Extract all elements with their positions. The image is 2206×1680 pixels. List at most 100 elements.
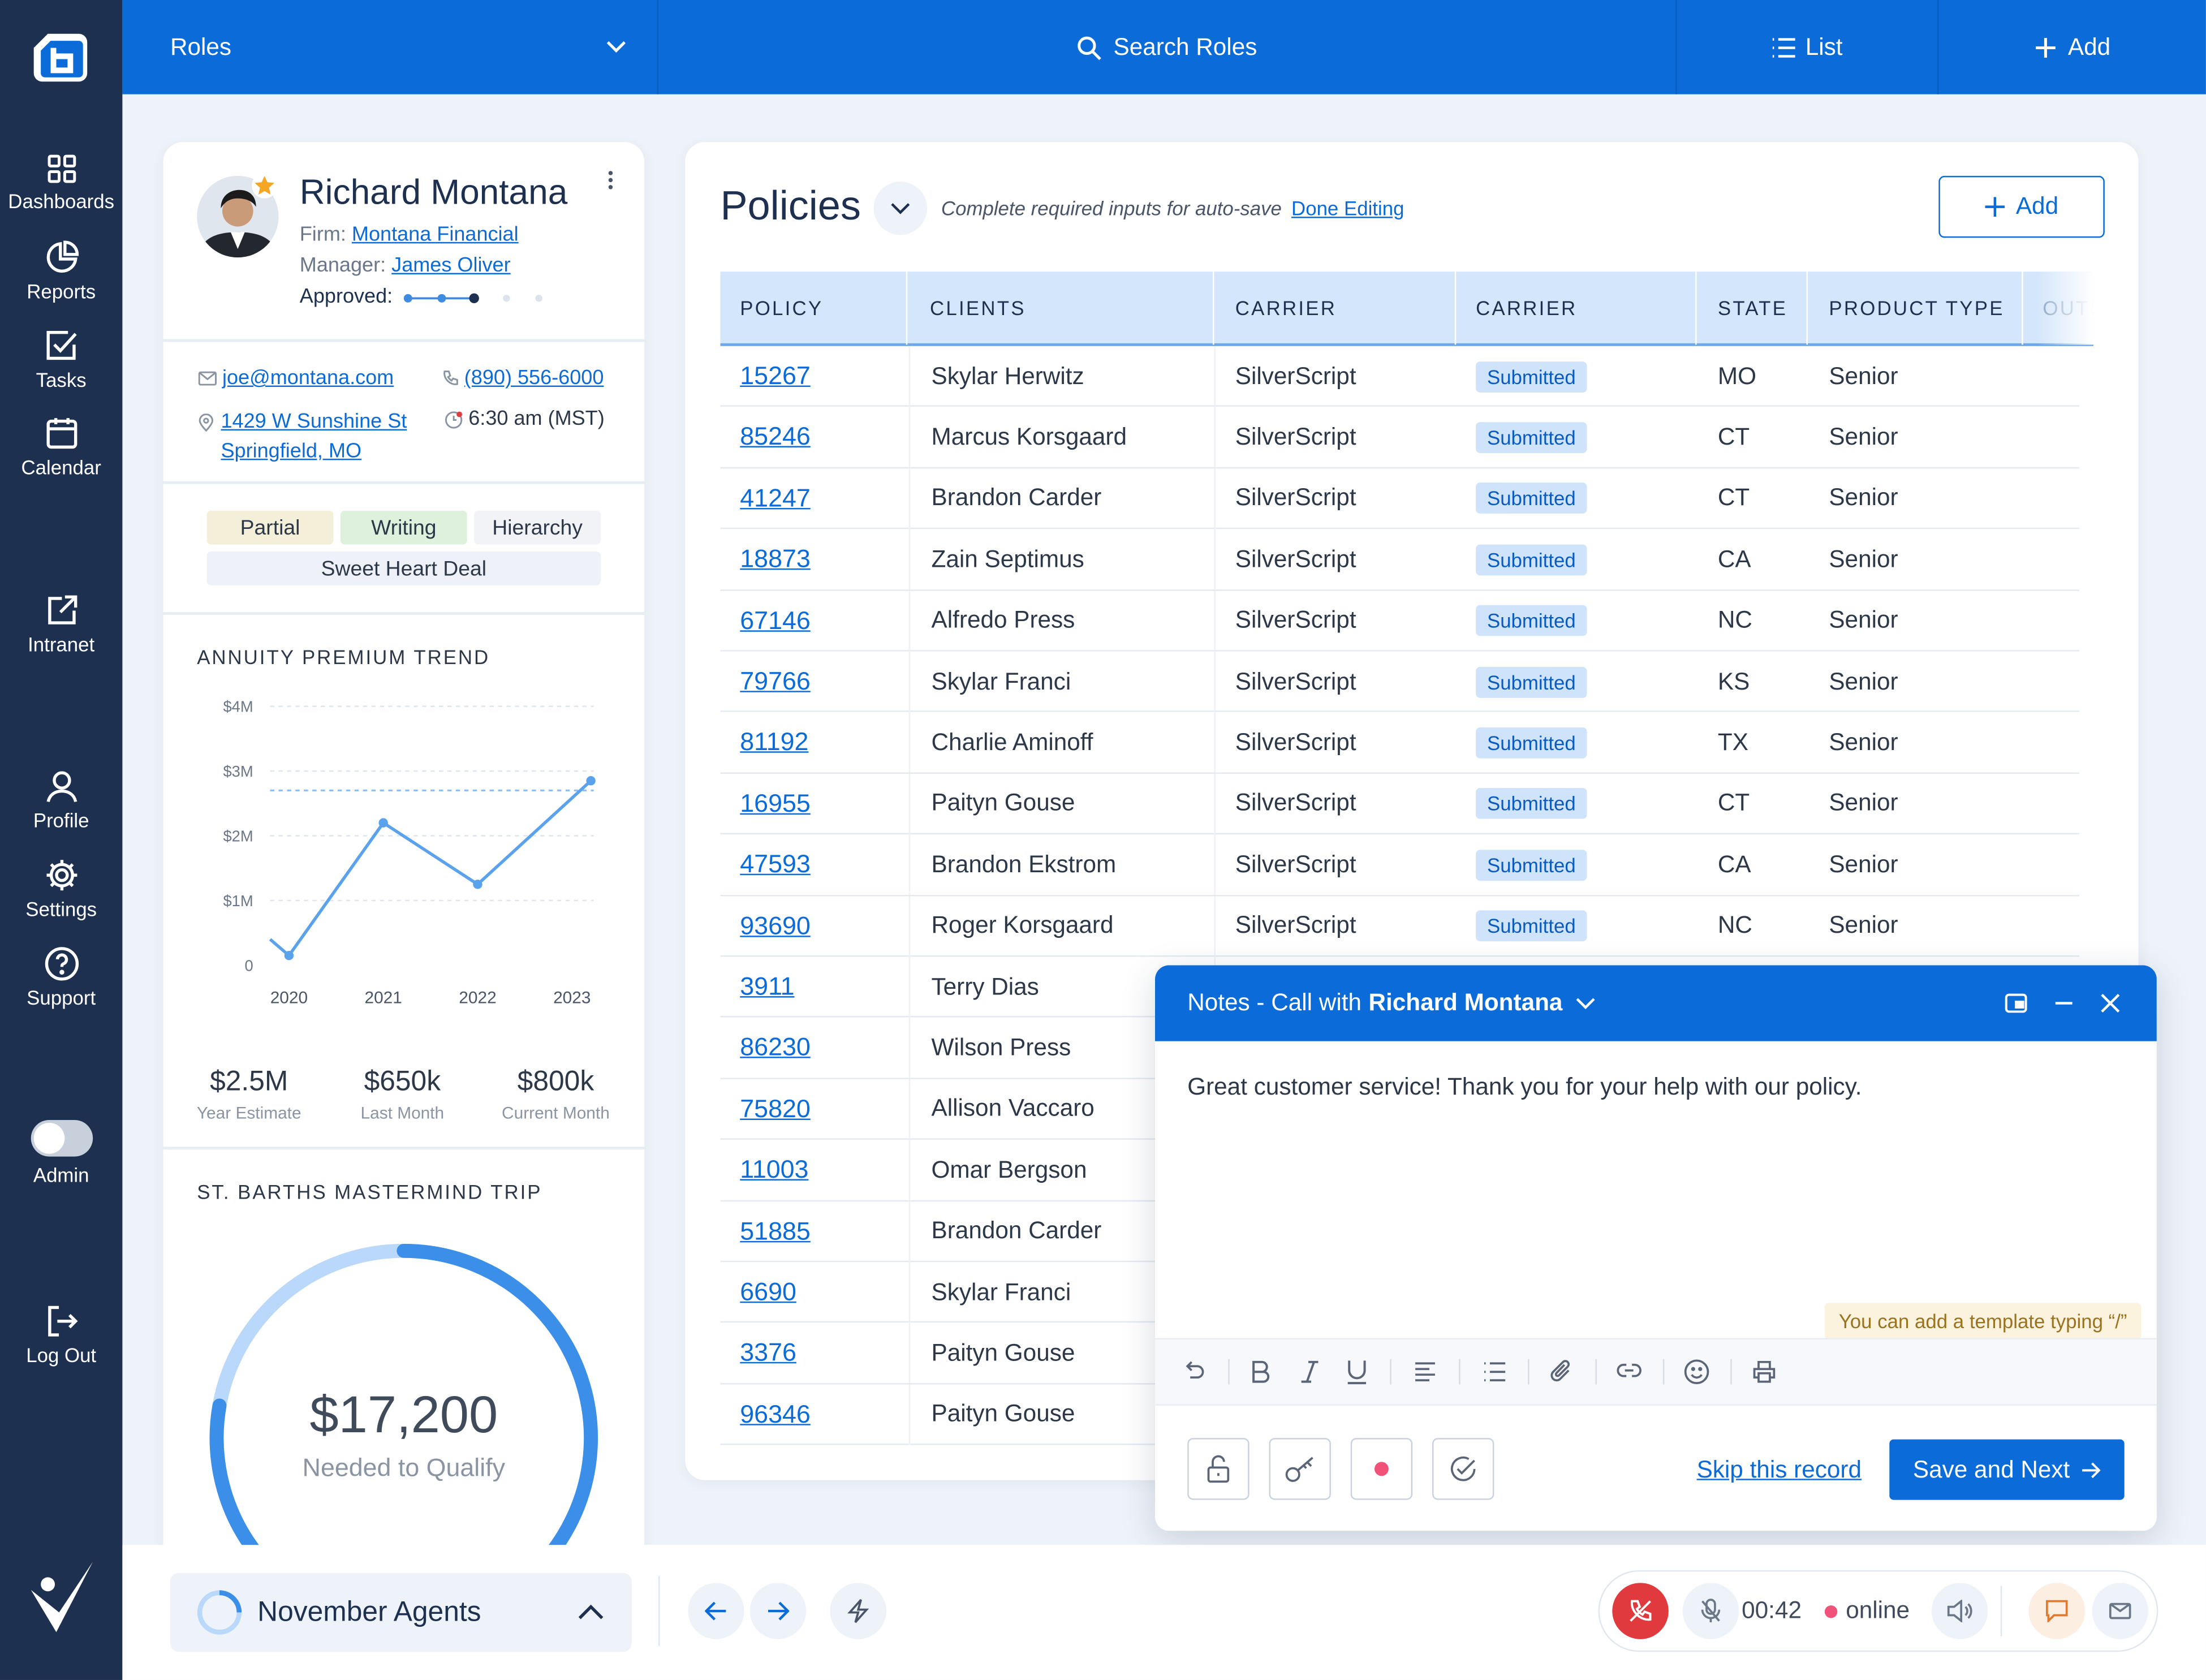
policy-number-cell[interactable]: 3376	[740, 1323, 796, 1384]
sidebar-item-profile[interactable]: Profile	[0, 768, 122, 832]
chat-button[interactable]	[2028, 1583, 2086, 1639]
notes-title[interactable]: Notes - Call with Richard Montana	[1187, 989, 1595, 1018]
skip-record-link[interactable]: Skip this record	[1696, 1456, 1862, 1483]
key-button[interactable]	[1269, 1438, 1331, 1500]
policy-number-cell[interactable]: 41247	[740, 468, 811, 529]
policy-number-cell-text[interactable]: 41247	[740, 484, 811, 512]
emoji-icon[interactable]	[1684, 1359, 1709, 1385]
campaign-selector[interactable]: November Agents	[170, 1573, 632, 1652]
address-line2[interactable]: Springfield, MO	[221, 440, 362, 463]
sidebar-item-intranet[interactable]: Intranet	[0, 592, 122, 656]
policy-number-cell[interactable]: 67146	[740, 591, 811, 651]
policy-number-cell-text[interactable]: 47593	[740, 850, 811, 878]
policy-number-cell-text[interactable]: 16955	[740, 789, 811, 817]
undo-icon[interactable]	[1183, 1360, 1206, 1383]
phone-link[interactable]: (890) 556-6000	[464, 367, 604, 390]
policy-number-cell-text[interactable]: 3911	[740, 972, 795, 1001]
policy-number-cell-text[interactable]: 75820	[740, 1094, 811, 1123]
table-row[interactable]: 85246 Marcus Korsgaard SilverScript Submitt…	[720, 407, 2080, 468]
record-button[interactable]	[1350, 1438, 1413, 1500]
policy-number-cell-text[interactable]: 96346	[740, 1399, 811, 1428]
policy-number-cell-text[interactable]: 86230	[740, 1033, 811, 1062]
manager-link[interactable]: James Oliver	[391, 255, 511, 278]
attachment-icon[interactable]	[1550, 1359, 1573, 1385]
policy-number-cell[interactable]: 79766	[740, 652, 811, 712]
close-icon[interactable]	[2100, 993, 2120, 1013]
favorite-star-icon[interactable]	[252, 173, 277, 199]
tag-writing[interactable]: Writing	[340, 510, 467, 545]
tag-sweet-heart-deal[interactable]: Sweet Heart Deal	[206, 552, 601, 585]
policy-number-cell[interactable]: 93690	[740, 895, 811, 956]
popout-icon[interactable]	[2005, 993, 2027, 1013]
email-link[interactable]: joe@montana.com	[222, 367, 394, 390]
table-row[interactable]: 79766 Skylar Franci SilverScript Submitted K…	[720, 651, 2080, 713]
policy-number-cell-text[interactable]: 11003	[740, 1155, 809, 1184]
add-button[interactable]: Add	[1938, 0, 2206, 94]
done-editing-link[interactable]: Done Editing	[1291, 197, 1404, 220]
policy-number-cell[interactable]: 96346	[740, 1384, 811, 1445]
column-header-clients[interactable]: CLIENTS	[910, 272, 1214, 345]
table-row[interactable]: 18873 Zain Septimus SilverScript Submitted C…	[720, 529, 2080, 591]
policy-number-cell-text[interactable]: 15267	[740, 361, 811, 390]
policy-number-cell[interactable]: 75820	[740, 1079, 811, 1139]
volume-button[interactable]	[1931, 1583, 1988, 1639]
italic-icon[interactable]	[1300, 1360, 1320, 1383]
next-button[interactable]	[749, 1583, 807, 1639]
policy-number-cell-text[interactable]: 79766	[740, 667, 811, 695]
email-button[interactable]	[2092, 1583, 2148, 1639]
previous-button[interactable]	[688, 1583, 744, 1639]
policy-number-cell-text[interactable]: 51885	[740, 1216, 811, 1245]
table-row[interactable]: 15267 Skylar Herwitz SilverScript Submitted…	[720, 346, 2080, 407]
sidebar-item-settings[interactable]: Settings	[0, 857, 122, 920]
tag-hierarchy[interactable]: Hierarchy	[474, 510, 601, 545]
column-header-carrier-status[interactable]: CARRIER	[1456, 272, 1697, 345]
sidebar-item-tasks[interactable]: Tasks	[0, 328, 122, 391]
complete-button[interactable]	[1432, 1438, 1494, 1500]
policy-number-cell[interactable]: 18873	[740, 529, 811, 590]
policy-number-cell-text[interactable]: 6690	[740, 1277, 796, 1306]
bullet-list-icon[interactable]	[1483, 1362, 1506, 1382]
table-row[interactable]: 67146 Alfredo Press SilverScript Submitted N…	[720, 590, 2080, 652]
policy-number-cell-text[interactable]: 18873	[740, 545, 811, 573]
table-row[interactable]: 47593 Brandon Ekstrom SilverScript Submitte…	[720, 834, 2080, 896]
policies-dropdown[interactable]	[873, 181, 928, 235]
column-header-carrier[interactable]: CARRIER	[1216, 272, 1457, 345]
print-icon[interactable]	[1753, 1360, 1776, 1383]
lock-button[interactable]	[1187, 1438, 1250, 1500]
table-row[interactable]: 81192 Charlie Aminoff SilverScript Submitte…	[720, 712, 2080, 774]
policy-number-cell[interactable]: 81192	[740, 713, 808, 773]
policy-number-cell-text[interactable]: 81192	[740, 727, 809, 756]
column-header-product-type[interactable]: PRODUCT TYPE	[1809, 272, 2023, 345]
policy-number-cell[interactable]: 15267	[740, 346, 811, 407]
policy-number-cell[interactable]: 16955	[740, 774, 811, 834]
quick-action-button[interactable]	[830, 1583, 886, 1639]
sidebar-item-calendar[interactable]: Calendar	[0, 415, 122, 479]
firm-link[interactable]: Montana Financial	[351, 223, 519, 247]
table-row[interactable]: 16955 Paityn Gouse SilverScript Submitted CT…	[720, 773, 2080, 835]
policy-number-cell[interactable]: 3911	[740, 957, 794, 1017]
column-header-policy[interactable]: POLICY	[720, 272, 908, 345]
align-icon[interactable]	[1414, 1362, 1437, 1382]
bold-icon[interactable]	[1251, 1360, 1270, 1383]
tag-partial[interactable]: Partial	[206, 510, 334, 545]
notes-body[interactable]: Great customer service! Thank you for yo…	[1187, 1073, 1862, 1101]
mute-button[interactable]	[1682, 1583, 1739, 1639]
save-and-next-button[interactable]: Save and Next	[1889, 1439, 2125, 1500]
policy-number-cell[interactable]: 86230	[740, 1018, 811, 1078]
admin-toggle[interactable]	[31, 1119, 93, 1157]
list-view-button[interactable]: List	[1677, 0, 1937, 94]
sidebar-item-support[interactable]: Support	[0, 946, 122, 1009]
column-header-state[interactable]: STATE	[1698, 272, 1808, 345]
policy-number-cell[interactable]: 47593	[740, 834, 811, 895]
policy-number-cell[interactable]: 11003	[740, 1140, 808, 1200]
underline-icon[interactable]	[1346, 1359, 1367, 1385]
roles-dropdown[interactable]: Roles	[122, 0, 657, 94]
link-icon[interactable]	[1617, 1362, 1642, 1379]
policy-number-cell[interactable]: 6690	[740, 1262, 796, 1323]
policy-number-cell[interactable]: 51885	[740, 1201, 811, 1261]
logout-button[interactable]: Log Out	[0, 1303, 122, 1366]
policy-number-cell-text[interactable]: 3376	[740, 1338, 796, 1367]
address-line1[interactable]: 1429 W Sunshine St	[221, 411, 407, 434]
hangup-button[interactable]	[1612, 1583, 1669, 1639]
minimize-icon[interactable]	[2054, 1002, 2074, 1005]
